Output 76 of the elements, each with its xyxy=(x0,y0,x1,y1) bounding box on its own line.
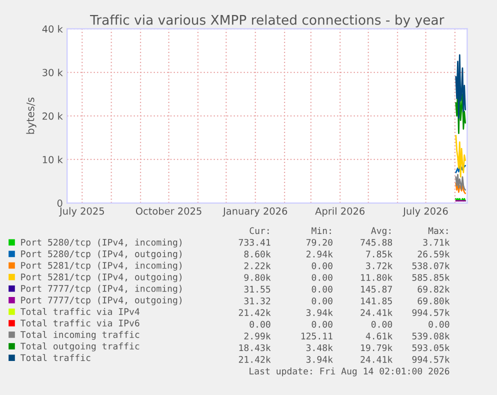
text: 3.94k xyxy=(306,356,333,363)
line-series xyxy=(455,134,466,178)
legend-label: Port 5280/tcp (IPv4, outgoing) xyxy=(21,250,182,260)
text: 31.55 xyxy=(244,286,270,293)
legend-label: Total traffic via IPv6 xyxy=(20,319,140,326)
text: 7.85k xyxy=(366,250,392,258)
text: 2.22k xyxy=(244,262,271,270)
text: 24.41k xyxy=(360,356,392,363)
x-tick-label: April 2026 xyxy=(315,207,365,217)
y-tick-label: 10 k xyxy=(42,156,63,164)
x-tick-label: July 2026 xyxy=(402,207,448,217)
y-tick-label: 20 k xyxy=(42,112,63,120)
text: 21.42k xyxy=(238,309,271,316)
text: 0.00 xyxy=(250,320,270,328)
text: 593.05k xyxy=(412,344,450,352)
y-tick-label: 0 xyxy=(57,200,62,207)
legend-label: Port 5281/tcp (IPv4, outgoing) xyxy=(21,273,182,282)
chart-title: Traffic via various XMPP related connections - by year xyxy=(90,14,444,28)
text: 9.80k xyxy=(244,274,271,281)
text: 141.85 xyxy=(361,297,392,304)
y-tick-label: 30 k xyxy=(42,68,63,76)
text: 0.00 xyxy=(371,320,392,328)
text: 69.80k xyxy=(418,297,450,304)
text: 3.48k xyxy=(306,344,333,352)
text: 79.20 xyxy=(306,238,332,246)
text: 538.07k xyxy=(412,262,450,270)
text: 125.11 xyxy=(301,332,332,340)
text: 745.88 xyxy=(360,238,392,246)
text: 0.00 xyxy=(312,320,332,328)
text: 11.80k xyxy=(361,274,392,281)
text: 24.41k xyxy=(360,309,392,316)
text: 3.72k xyxy=(366,262,392,270)
text: 21.42k xyxy=(238,356,271,363)
text: 2.94k xyxy=(306,250,333,258)
text: 539.08k xyxy=(412,332,450,340)
text: 994.57k xyxy=(412,309,450,316)
text: 0.00 xyxy=(428,320,450,328)
y-tick-label: 40 k xyxy=(42,25,63,33)
text: Max: xyxy=(428,227,448,234)
text: 145.87 xyxy=(361,286,392,293)
y-axis-title: bytes/s xyxy=(26,98,36,134)
text: 733.41 xyxy=(238,238,270,246)
x-tick-label: October 2025 xyxy=(136,207,202,215)
legend-label: Total traffic via IPv4 xyxy=(20,308,140,316)
legend-label: Total outgoing traffic xyxy=(20,342,140,352)
line-series xyxy=(455,54,466,119)
legend-label: Port 7777/tcp (IPv4, outgoing) xyxy=(21,296,182,306)
text: 0.00 xyxy=(312,286,332,293)
text: 8.60k xyxy=(244,250,271,258)
text: 3.71k xyxy=(423,238,450,246)
text: 585.85k xyxy=(412,274,450,281)
x-tick-label: January 2026 xyxy=(222,207,288,217)
text: 31.32 xyxy=(244,297,270,304)
text: Avg: xyxy=(371,227,390,236)
legend-label: Port 5280/tcp (IPv4, incoming) xyxy=(21,238,182,248)
text: 26.59k xyxy=(418,250,450,258)
legend-label: Total incoming traffic xyxy=(20,330,140,340)
text: 2.99k xyxy=(244,332,271,340)
text: 0.00 xyxy=(312,274,332,281)
text: Cur: xyxy=(250,227,269,234)
text: 18.43k xyxy=(239,344,271,352)
text: Last update: Fri Aug 14 02:01:00 2026 xyxy=(250,368,450,376)
text: 0.00 xyxy=(312,297,332,304)
text: 3.94k xyxy=(306,309,333,316)
x-tick-label: July 2025 xyxy=(58,207,104,217)
text: 994.57k xyxy=(412,356,450,363)
legend-label: Total traffic xyxy=(20,354,90,362)
legend-label: Port 7777/tcp (IPv4, incoming) xyxy=(21,284,182,294)
text: 19.79k xyxy=(361,344,392,352)
text: Min: xyxy=(312,227,331,234)
line-series xyxy=(455,174,466,191)
text: 4.61k xyxy=(366,332,392,340)
line-series xyxy=(455,164,466,174)
text: 0.00 xyxy=(312,262,332,270)
text: 69.82k xyxy=(418,286,450,293)
legend-label: Port 5281/tcp (IPv4, incoming) xyxy=(21,262,182,271)
